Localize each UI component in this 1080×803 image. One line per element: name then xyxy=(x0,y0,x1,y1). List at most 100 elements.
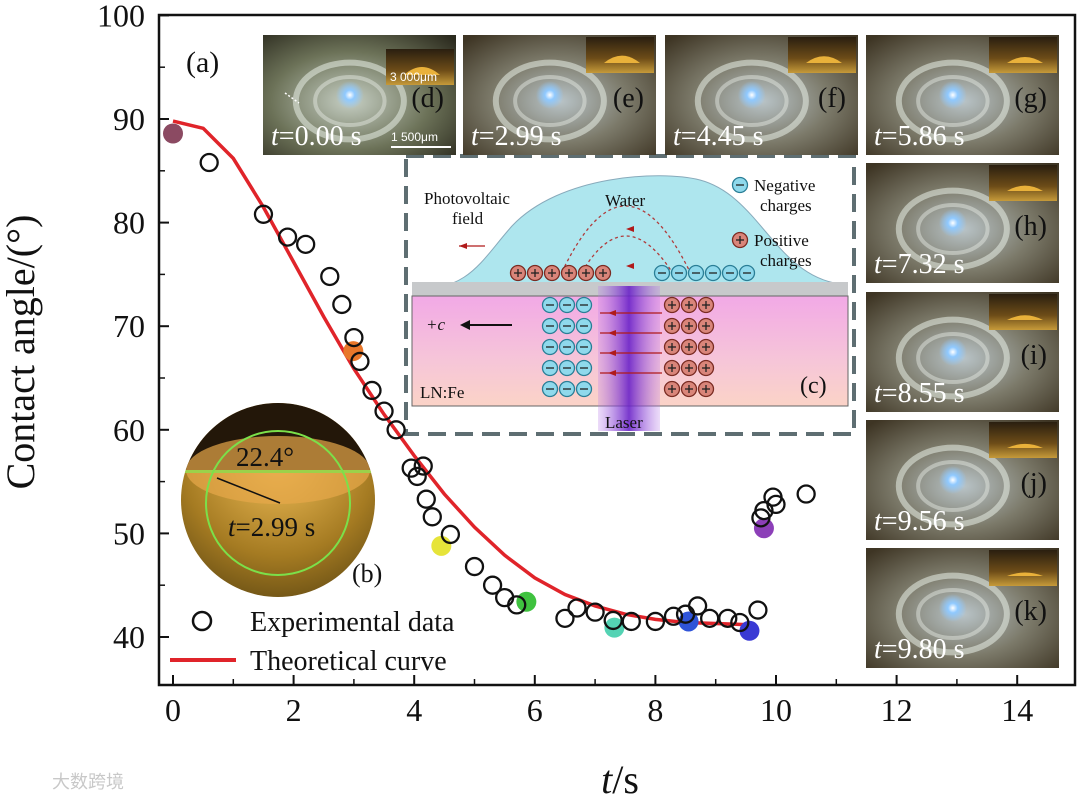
photo-time: t=5.86 s xyxy=(874,121,964,152)
photo-time: t=9.56 s xyxy=(874,506,964,537)
experimental-point xyxy=(748,600,768,620)
highlight-point xyxy=(431,535,452,556)
surface-negative-charge xyxy=(721,264,739,282)
laser-spot xyxy=(938,466,967,494)
bulk-negative-charge xyxy=(541,296,559,314)
bulk-negative-charge xyxy=(575,317,593,335)
droplet-ring xyxy=(492,59,607,143)
experimental-point xyxy=(567,598,587,618)
legend-theoretical: Theoretical curve xyxy=(250,646,447,677)
y-tick-label: 80 xyxy=(113,205,145,241)
photo-label: (e) xyxy=(613,83,644,114)
plot-frame xyxy=(157,13,1077,687)
x-tick-label: 6 xyxy=(527,692,543,728)
x-tick-label: 2 xyxy=(286,692,302,728)
y-tick-label: 50 xyxy=(113,515,145,551)
bulk-negative-charge xyxy=(558,317,576,335)
experimental-point xyxy=(663,606,684,626)
experimental-point xyxy=(687,596,708,616)
photo-panel-j: (j) t=9.56 s xyxy=(866,420,1059,540)
arrow-marker xyxy=(284,92,300,104)
experimental-point xyxy=(796,484,816,504)
experimental-point xyxy=(413,456,433,476)
droplet-ring xyxy=(895,316,1010,400)
x-axis-label: t/s xyxy=(601,757,639,802)
experimental-point xyxy=(440,524,461,545)
bulk-negative-charge xyxy=(558,296,576,314)
photo-panel-d: (d) t=0.00 s 3 000μm 1 500μm xyxy=(263,35,456,155)
experimental-point xyxy=(718,608,738,629)
photo-panels: (d) t=0.00 s 3 000μm 1 500μm (e) t=2.99 s (f) t… xyxy=(263,35,1059,668)
scale-bar-label-1: 3 000μm xyxy=(390,70,437,84)
bulk-negative-charge xyxy=(558,380,576,398)
scale-bar-label-2: 1 500μm xyxy=(391,130,438,144)
surface-positive-charge xyxy=(594,264,612,282)
laser-spot xyxy=(335,81,364,109)
droplet-ring xyxy=(895,572,1010,656)
bulk-negative-charge xyxy=(558,338,576,356)
bulk-positive-charge xyxy=(663,359,681,377)
schematic-negative: Negative xyxy=(754,176,815,195)
legend-experimental: Experimental data xyxy=(250,607,455,638)
surface-positive-charge xyxy=(560,264,578,282)
photo-panel-h: (h) t=7.32 s xyxy=(866,163,1059,283)
x-tick-label: 8 xyxy=(647,692,663,728)
inset-b-time: t=2.99 s xyxy=(228,512,315,542)
photo-panel-k: (k) t=9.80 s xyxy=(866,548,1059,668)
panel-label-a: (a) xyxy=(186,46,219,79)
experimental-point xyxy=(482,575,503,595)
side-view-droplet xyxy=(1007,572,1043,576)
photo-label: (j) xyxy=(1021,468,1047,499)
photo-label: (i) xyxy=(1021,340,1047,371)
side-view-strip xyxy=(586,37,654,73)
experimental-point xyxy=(422,507,442,527)
experimental-point xyxy=(332,294,352,315)
bulk-positive-charge xyxy=(680,317,698,335)
experimental-point xyxy=(416,489,436,509)
experimental-point xyxy=(585,602,605,622)
schematic-crystal: LN:Fe xyxy=(420,383,464,402)
bulk-negative-charge xyxy=(575,380,593,398)
surface-negative-charge xyxy=(738,264,756,282)
photo-panel-g: (g) t=5.86 s xyxy=(866,35,1059,155)
experimental-point xyxy=(350,351,370,372)
x-tick-label: 10 xyxy=(760,692,792,728)
bulk-positive-charge xyxy=(680,338,698,356)
droplet-ring xyxy=(895,187,1010,271)
experimental-point xyxy=(253,204,274,224)
side-view-strip xyxy=(989,422,1057,458)
droplet-ring-inner xyxy=(916,75,990,127)
side-view-strip xyxy=(989,165,1057,201)
side-view-droplet xyxy=(1007,56,1043,63)
side-view-strip xyxy=(788,37,856,73)
side-view-strip xyxy=(989,37,1057,73)
bulk-negative-charge xyxy=(541,317,559,335)
schematic-field: field xyxy=(452,209,484,228)
highlight-point xyxy=(516,591,537,612)
side-view-droplet xyxy=(604,55,640,63)
laser-spot xyxy=(938,81,967,109)
bulk-negative-charge xyxy=(541,380,559,398)
schematic-label: (c) xyxy=(800,373,827,399)
surface-positive-charge xyxy=(543,264,561,282)
experimental-point xyxy=(362,380,382,401)
photo-time: t=9.80 s xyxy=(874,634,964,665)
side-view-droplet xyxy=(1007,315,1043,320)
photo-time: t=8.55 s xyxy=(874,378,964,409)
x-tick-label: 12 xyxy=(881,692,913,728)
experimental-point xyxy=(407,466,427,487)
experimental-point xyxy=(277,227,298,247)
droplet-ring-inner xyxy=(313,75,387,127)
schematic-axis: +c xyxy=(426,315,445,334)
droplet-ring-inner xyxy=(916,332,990,384)
photo-label: (h) xyxy=(1014,211,1047,242)
droplet-ring-inner xyxy=(513,75,587,127)
schematic-positive: Positive xyxy=(754,231,809,250)
bulk-positive-charge xyxy=(663,317,681,335)
photo-time: t=2.99 s xyxy=(471,121,561,152)
experimental-point xyxy=(621,611,641,632)
bulk-positive-charge xyxy=(680,296,698,314)
droplet-ring-inner xyxy=(916,588,990,640)
droplet-ring-inner xyxy=(916,460,990,512)
